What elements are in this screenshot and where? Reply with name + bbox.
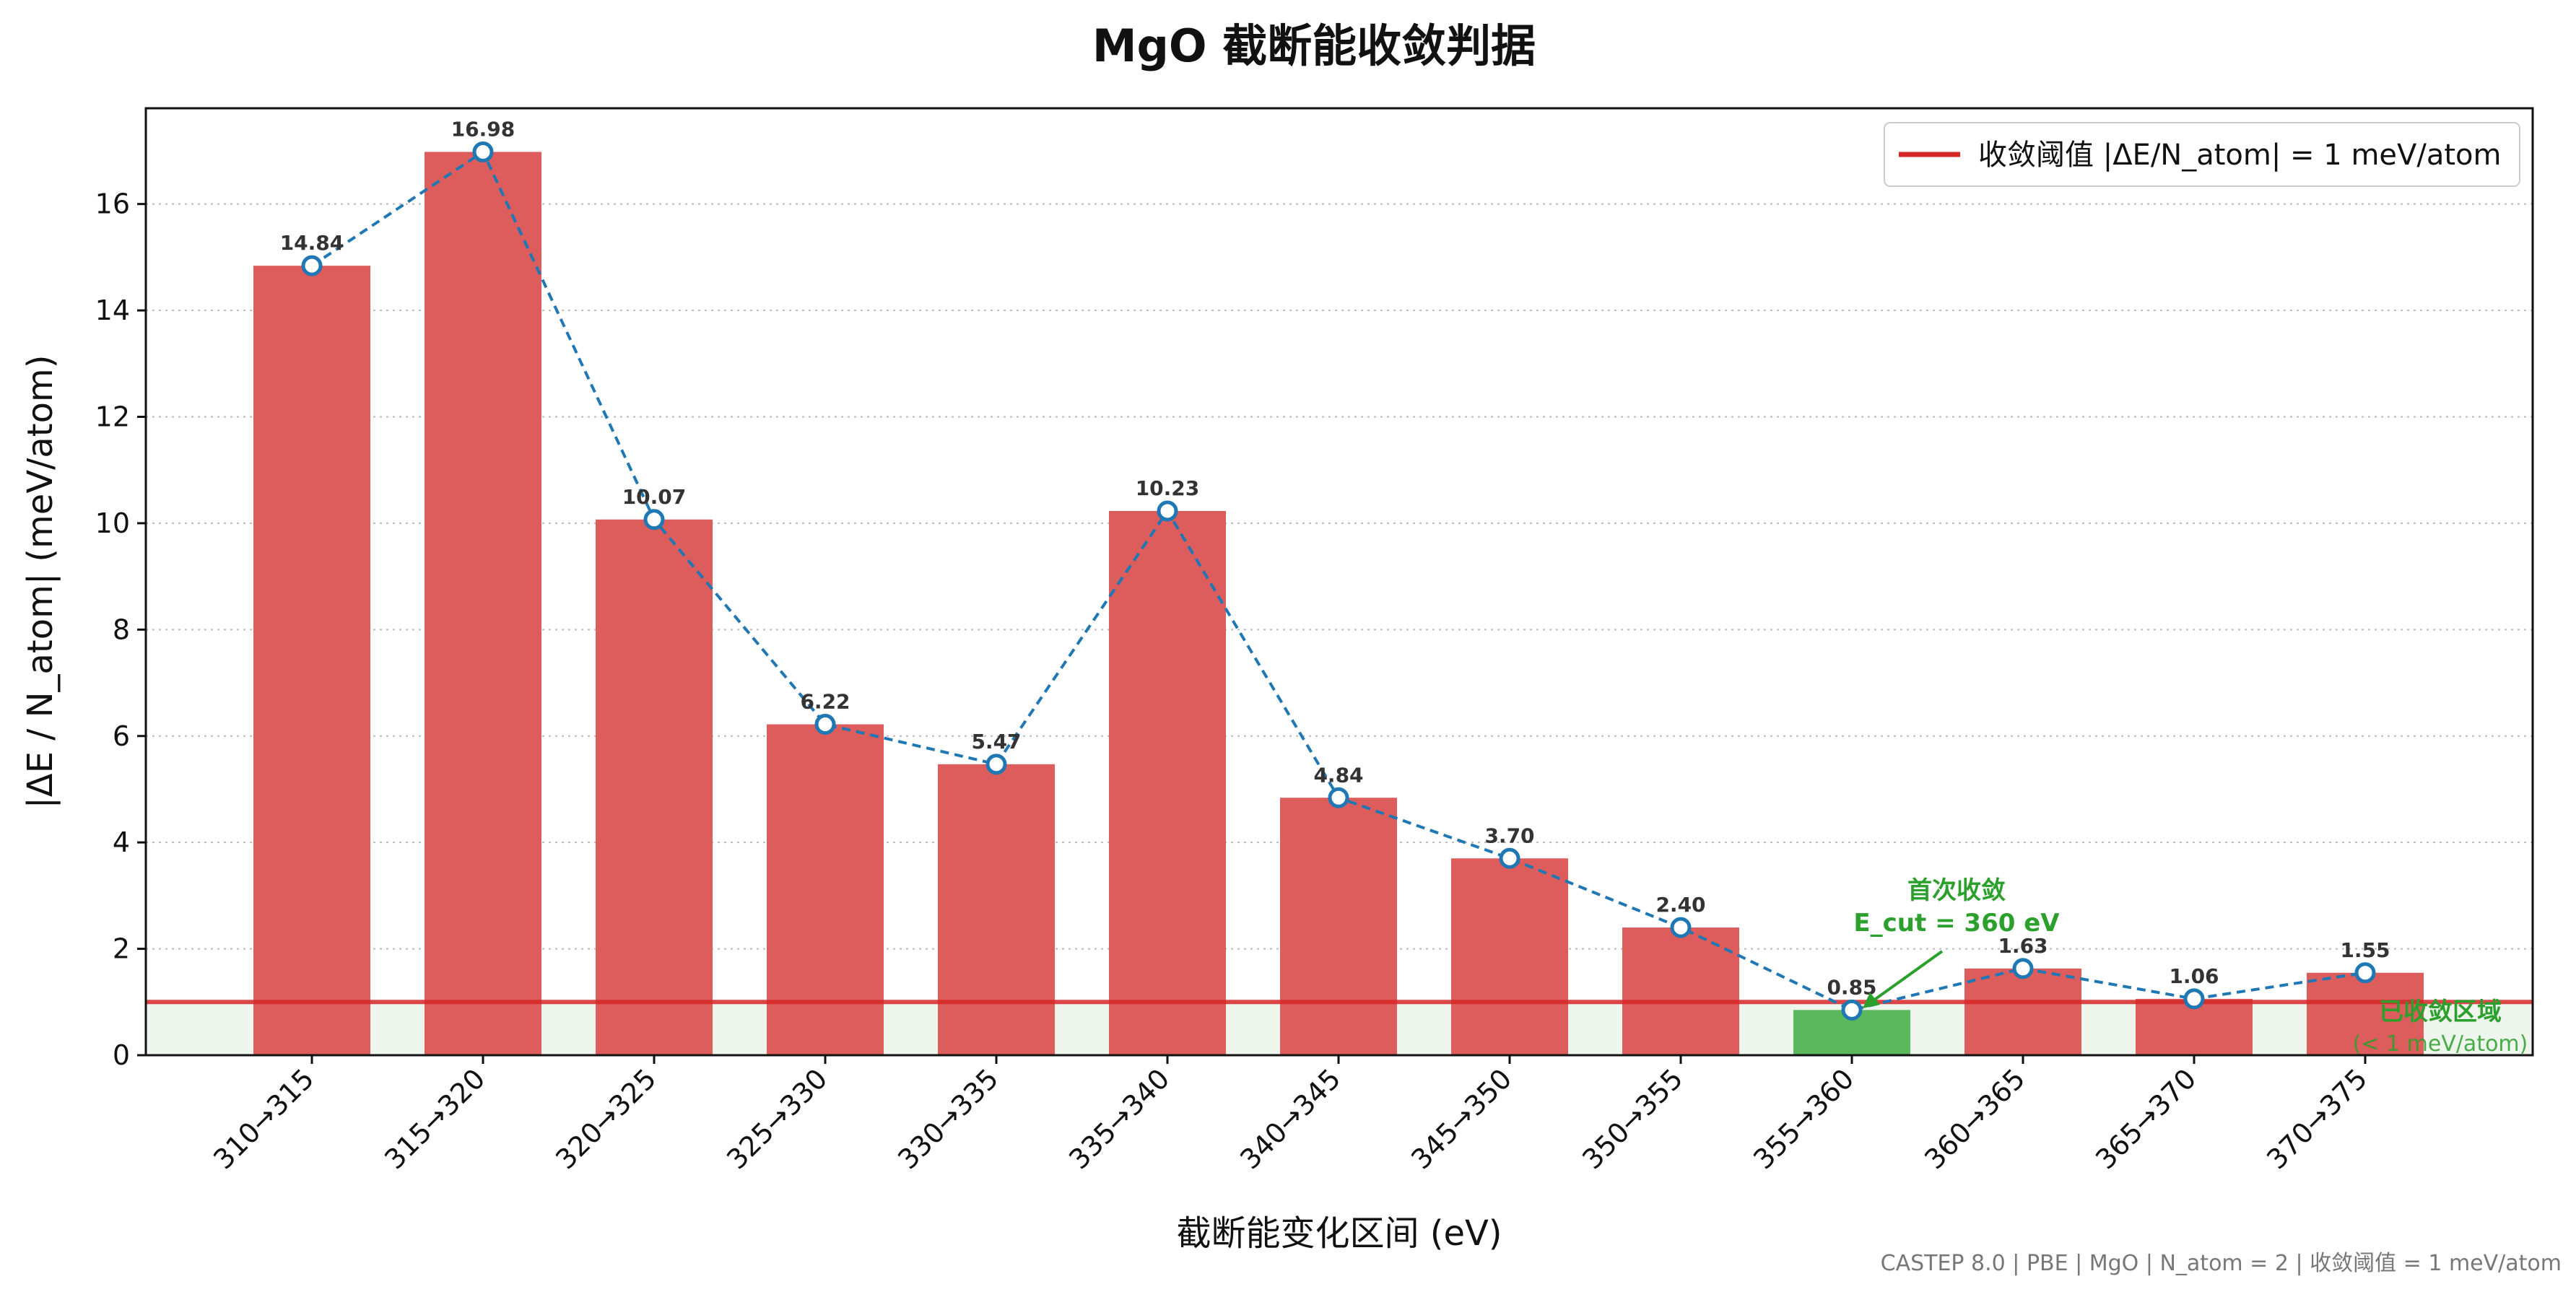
y-tick-label: 6 xyxy=(113,720,130,752)
data-point xyxy=(643,509,665,530)
bar xyxy=(425,152,541,1056)
footer-note: CASTEP 8.0 | PBE | MgO | N_atom = 2 | 收敛… xyxy=(1881,1251,2562,1276)
data-point xyxy=(1670,917,1692,938)
bar xyxy=(2307,972,2424,1055)
bar xyxy=(253,266,370,1055)
value-label: 0.85 xyxy=(1827,975,1876,999)
data-point xyxy=(985,754,1007,775)
chart-title: MgO 截断能收敛判据 xyxy=(1092,19,1536,72)
value-label: 3.70 xyxy=(1484,824,1534,847)
value-label: 5.47 xyxy=(971,730,1021,754)
data-point xyxy=(301,255,323,276)
value-label: 1.06 xyxy=(2169,964,2219,988)
data-point xyxy=(2012,958,2034,979)
first-converged-annotation-line2: E_cut = 360 eV xyxy=(1853,909,2060,938)
first-converged-arrow xyxy=(1872,950,1944,1002)
y-tick-label: 8 xyxy=(113,613,130,645)
legend: 收敛阈值 |ΔE/N_atom| = 1 meV/atom xyxy=(1884,122,2520,187)
y-tick-label: 14 xyxy=(95,294,130,326)
data-point xyxy=(472,141,494,162)
value-label: 1.55 xyxy=(2340,938,2390,962)
converged-region-label-line1: 已收敛区域 xyxy=(2379,997,2502,1026)
bar xyxy=(1622,927,1739,1055)
value-label: 16.98 xyxy=(451,117,515,141)
value-label: 10.07 xyxy=(622,485,687,509)
value-label: 1.63 xyxy=(1998,934,2048,958)
data-point xyxy=(1499,847,1520,869)
data-point xyxy=(2354,962,2376,984)
y-tick-label: 12 xyxy=(95,401,130,433)
value-label: 14.84 xyxy=(280,231,344,255)
data-point xyxy=(1157,500,1178,522)
y-tick-label: 2 xyxy=(113,933,130,965)
y-tick-label: 10 xyxy=(95,507,130,539)
bar xyxy=(1280,798,1397,1055)
data-point xyxy=(2183,988,2205,1010)
bar xyxy=(767,724,884,1055)
bar xyxy=(938,764,1055,1055)
y-tick-label: 0 xyxy=(113,1039,130,1071)
value-label: 6.22 xyxy=(800,690,850,714)
data-point xyxy=(1328,787,1349,808)
value-label: 2.40 xyxy=(1655,893,1705,917)
value-label: 10.23 xyxy=(1136,476,1200,500)
data-point xyxy=(1841,999,1863,1021)
legend-box xyxy=(1884,122,2520,187)
bar xyxy=(1451,858,1568,1055)
bar xyxy=(596,519,713,1055)
bar xyxy=(1109,510,1226,1055)
first-converged-annotation-line1: 首次收敛 xyxy=(1907,876,2006,905)
y-tick-label: 4 xyxy=(113,826,130,858)
x-axis-label: 截断能变化区间 (eV) xyxy=(1176,1213,1502,1254)
data-point xyxy=(814,714,836,735)
legend-threshold-label: 收敛阈值 |ΔE/N_atom| = 1 meV/atom xyxy=(1978,139,2502,172)
y-axis-label: |ΔE / N_atom| (meV/atom) xyxy=(20,355,61,809)
bar xyxy=(1964,968,2081,1055)
converged-region-label-line2: (< 1 meV/atom) xyxy=(2353,1031,2528,1057)
y-tick-label: 16 xyxy=(95,188,130,220)
value-label: 4.84 xyxy=(1313,763,1363,787)
first-converged-arrowhead xyxy=(1863,992,1880,1008)
